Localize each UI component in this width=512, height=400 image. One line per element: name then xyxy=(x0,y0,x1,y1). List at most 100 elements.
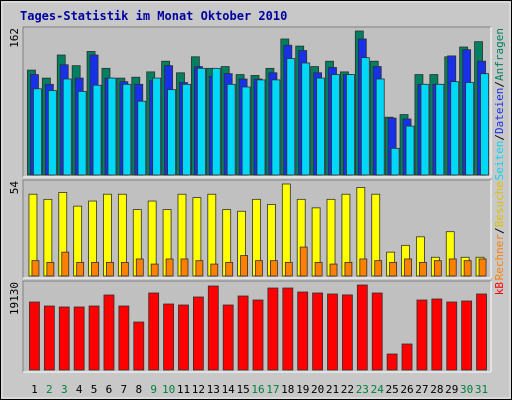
legend-separator: / xyxy=(493,134,506,141)
bar xyxy=(29,301,40,371)
bar xyxy=(478,258,487,277)
bar xyxy=(77,91,87,176)
bar xyxy=(196,67,206,176)
bar xyxy=(389,261,398,277)
bar xyxy=(329,263,338,277)
bar xyxy=(267,287,279,371)
bar xyxy=(344,261,353,277)
bar xyxy=(88,305,100,371)
bar xyxy=(207,285,219,371)
bar xyxy=(360,57,370,176)
x-tick-label: 24 xyxy=(371,383,385,396)
bar xyxy=(374,260,383,277)
bar xyxy=(73,306,85,371)
bar xyxy=(58,306,70,371)
y-tick-label: 162 xyxy=(8,28,21,48)
bar xyxy=(61,251,70,277)
bar xyxy=(316,77,326,176)
bar xyxy=(465,82,475,176)
bar xyxy=(226,83,236,176)
x-tick-label: 5 xyxy=(91,383,98,396)
bar xyxy=(476,293,487,371)
bar xyxy=(386,353,398,371)
bar xyxy=(122,83,132,176)
bar xyxy=(342,294,353,371)
bar xyxy=(120,261,129,277)
x-tick-label: 29 xyxy=(445,383,458,396)
legend-separator: / xyxy=(493,227,506,234)
bar xyxy=(312,292,324,371)
legend-entry: Dateien xyxy=(493,88,506,134)
bar xyxy=(420,83,430,176)
bar xyxy=(405,125,415,176)
legend: Seiten/Dateien/Anfragen xyxy=(493,28,506,180)
x-tick-label: 17 xyxy=(266,383,279,396)
bar xyxy=(46,261,55,277)
legend-entry: Anfragen xyxy=(493,28,506,81)
legend-entry: kB xyxy=(493,282,506,296)
x-tick-label: 16 xyxy=(251,383,264,396)
bar xyxy=(195,260,204,277)
bar xyxy=(252,299,264,371)
bar xyxy=(103,294,115,371)
bar xyxy=(390,147,400,176)
bar xyxy=(118,305,130,371)
bar xyxy=(463,260,472,277)
x-tick-label: 4 xyxy=(76,383,83,396)
bar xyxy=(165,258,174,277)
bar xyxy=(237,295,249,371)
bar xyxy=(180,258,189,277)
bar xyxy=(446,301,458,371)
bar xyxy=(286,58,296,176)
x-tick-label: 10 xyxy=(162,383,175,396)
x-tick-label: 1 xyxy=(31,383,38,396)
bar xyxy=(150,263,159,277)
bar xyxy=(137,100,147,176)
bar xyxy=(433,260,442,277)
bar xyxy=(62,78,72,176)
x-tick-label: 7 xyxy=(121,383,128,396)
bar xyxy=(106,261,114,277)
bar xyxy=(419,261,427,277)
legend-entry: Seiten xyxy=(493,141,506,181)
bar xyxy=(152,77,162,176)
bar xyxy=(107,77,117,176)
bar xyxy=(359,258,368,277)
bar xyxy=(192,296,204,371)
bar xyxy=(299,246,308,277)
bar xyxy=(222,304,234,371)
x-tick-label: 25 xyxy=(386,383,399,396)
bar xyxy=(43,305,55,371)
bar xyxy=(210,263,219,277)
x-tick-label: 21 xyxy=(326,383,339,396)
legend: Rechner/Besuche xyxy=(493,181,506,280)
bar xyxy=(182,83,191,176)
legend-entry: Besuche xyxy=(493,181,506,227)
bar xyxy=(282,287,294,371)
x-tick-label: 19 xyxy=(296,383,309,396)
bar xyxy=(92,84,102,176)
bar xyxy=(404,258,412,277)
bar xyxy=(480,73,489,176)
bar xyxy=(91,261,99,277)
x-tick-label: 11 xyxy=(177,383,190,396)
x-tick-label: 20 xyxy=(311,383,324,396)
bar xyxy=(133,321,145,371)
x-tick-label: 18 xyxy=(281,383,294,396)
chart-title: Tages-Statistik im Monat Oktober 2010 xyxy=(20,9,287,23)
bar xyxy=(375,78,385,176)
bar xyxy=(271,79,281,176)
bar xyxy=(401,343,413,371)
bar xyxy=(461,300,473,371)
legend-separator: / xyxy=(493,81,506,88)
bar xyxy=(135,258,144,277)
x-tick-label: 8 xyxy=(135,383,142,396)
bar xyxy=(255,260,263,277)
x-tick-label: 23 xyxy=(356,383,369,396)
bar xyxy=(47,90,57,176)
bar xyxy=(356,284,368,371)
bar xyxy=(314,261,323,277)
x-tick-label: 26 xyxy=(400,383,413,396)
y-tick-label: 54 xyxy=(8,181,21,195)
